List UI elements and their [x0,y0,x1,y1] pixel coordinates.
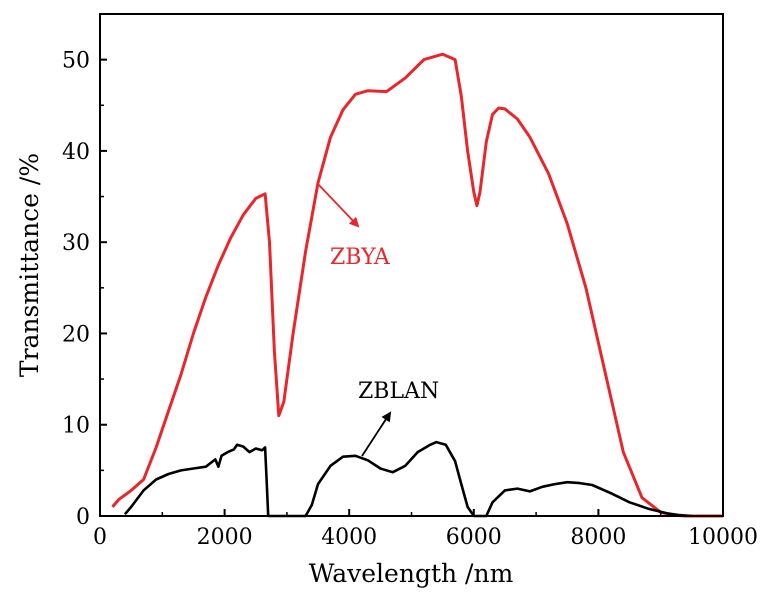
zblan-annotation-label: ZBLAN [358,379,439,404]
series-line-zbya [111,52,723,518]
y-tick-label: 20 [62,322,90,347]
x-tick-label: 0 [93,525,107,550]
x-axis-ticks: 0 2000 4000 6000 8000 10000 [93,509,758,550]
series-line-zblan [123,440,692,518]
x-tick-label: 6000 [446,525,502,550]
x-tick-label: 8000 [570,525,626,550]
y-tick-label: 40 [62,140,90,165]
x-tick-label: 2000 [197,525,253,550]
series-layer [111,52,723,518]
zbya-annotation-label: ZBYA [330,245,391,270]
plot-frame [99,13,724,517]
y-axis-title: Transmittance /% [15,153,44,377]
x-tick-label: 4000 [321,525,377,550]
y-tick-label: 50 [62,49,90,74]
y-axis-ticks: 0 10 20 30 40 50 [62,49,107,530]
x-axis-title: Wavelength /nm [309,559,514,588]
zbya-annotation-arrow [316,182,360,228]
zblan-annotation-arrow [361,411,392,457]
y-tick-label: 0 [76,505,90,530]
y-tick-label: 10 [62,414,90,439]
x-tick-label: 10000 [688,525,758,550]
y-tick-label: 30 [62,231,90,256]
